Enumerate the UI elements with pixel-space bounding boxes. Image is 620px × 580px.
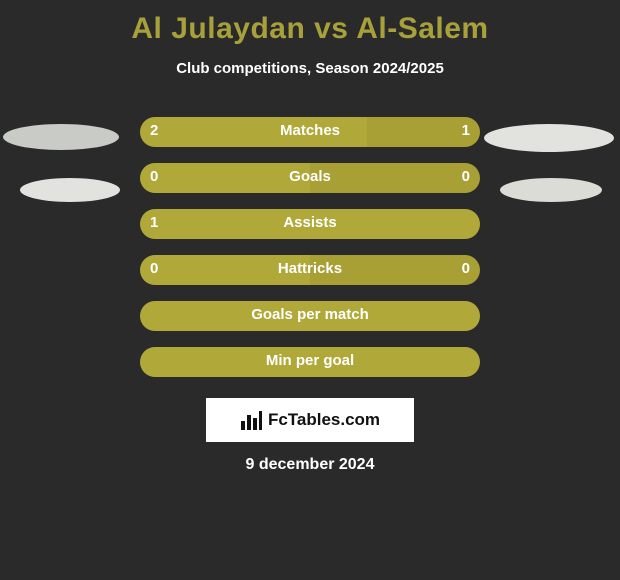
stat-value-right: 0 xyxy=(462,168,470,185)
bar-left xyxy=(140,209,480,239)
logo-text: FcTables.com xyxy=(268,410,380,430)
ellipse-decoration xyxy=(484,124,614,152)
stat-bar xyxy=(140,301,480,331)
bars-icon xyxy=(240,409,262,431)
ellipse-decoration xyxy=(500,178,602,202)
stat-row: Goals per match xyxy=(0,293,620,339)
bar-right xyxy=(310,255,480,285)
stat-bar xyxy=(140,255,480,285)
page-title: Al Julaydan vs Al-Salem xyxy=(0,0,620,46)
date-text: 9 december 2024 xyxy=(0,456,620,474)
bar-left xyxy=(140,117,367,147)
stat-value-right: 0 xyxy=(462,260,470,277)
stat-value-left: 1 xyxy=(150,214,158,231)
stat-value-right: 1 xyxy=(462,122,470,139)
stat-row: Hattricks00 xyxy=(0,247,620,293)
logo-badge: FcTables.com xyxy=(206,398,414,442)
stat-bar xyxy=(140,163,480,193)
stat-bar xyxy=(140,209,480,239)
stat-bar xyxy=(140,347,480,377)
bar-left xyxy=(140,301,480,331)
subtitle: Club competitions, Season 2024/2025 xyxy=(0,60,620,77)
stat-value-left: 0 xyxy=(150,168,158,185)
stat-value-left: 2 xyxy=(150,122,158,139)
bar-right xyxy=(310,163,480,193)
stat-bar xyxy=(140,117,480,147)
ellipse-decoration xyxy=(3,124,119,150)
stat-row: Assists1 xyxy=(0,201,620,247)
bar-left xyxy=(140,347,480,377)
stat-row: Min per goal xyxy=(0,339,620,385)
bar-left xyxy=(140,163,310,193)
ellipse-decoration xyxy=(20,178,120,202)
stat-value-left: 0 xyxy=(150,260,158,277)
bar-left xyxy=(140,255,310,285)
